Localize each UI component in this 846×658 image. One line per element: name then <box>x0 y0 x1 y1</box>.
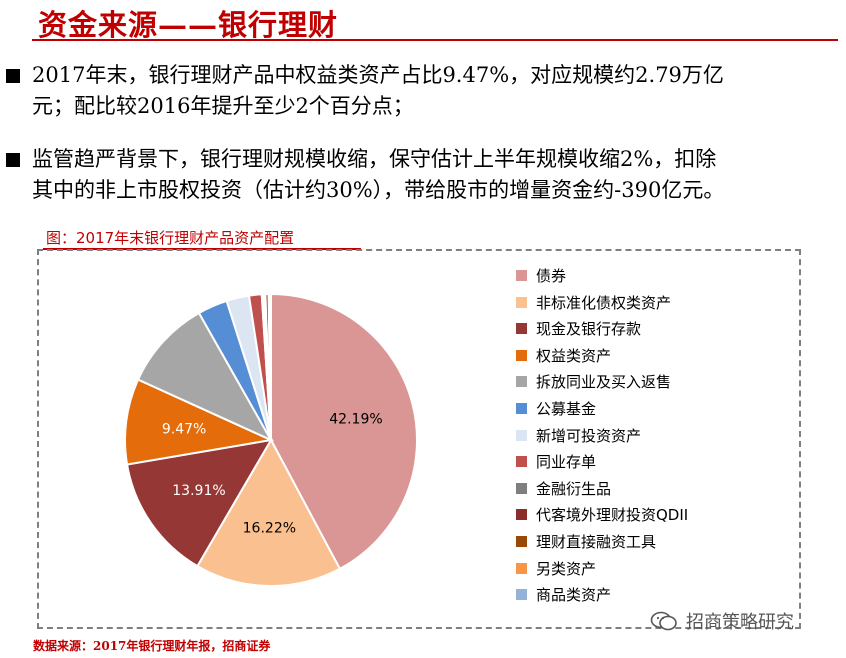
bullet-point-2: 监管趋严背景下，银行理财规模收缩，保守估计上半年规模收缩2%，扣除 其中的非上市… <box>6 144 836 206</box>
legend-label: 公募基金 <box>536 400 597 418</box>
legend-label: 商品类资产 <box>536 586 612 605</box>
legend-label: 债券 <box>536 267 567 285</box>
legend-swatch <box>516 562 527 574</box>
chart-frame <box>37 249 801 629</box>
legend-swatch <box>516 323 527 335</box>
legend-swatch <box>516 456 527 468</box>
legend-label: 拆放同业及买入返售 <box>536 373 672 392</box>
watermark-text: 招商策略研究 <box>686 612 794 633</box>
pie-slice <box>125 438 273 568</box>
pie-slice <box>270 292 418 571</box>
legend-swatch <box>516 509 527 521</box>
legend-swatch <box>516 376 527 388</box>
pie-slice <box>136 311 274 443</box>
legend-swatch <box>516 429 527 441</box>
legend-label: 同业存单 <box>536 453 597 472</box>
pie-slice <box>196 437 342 587</box>
slide-title: 资金来源——银行理财 <box>38 8 339 42</box>
legend-swatch <box>516 296 527 308</box>
legend-label: 权益类资产 <box>536 346 612 365</box>
bullet-1-line-2: 元；配比较2016年提升至少2个百分点； <box>32 94 414 118</box>
pie-slice <box>269 292 272 441</box>
figure-caption: 图：2017年末银行理财产品资产配置 <box>46 229 295 247</box>
pie-slice <box>124 378 275 466</box>
legend-label: 新增可投资资产 <box>536 426 642 445</box>
pie-slice-value-label: 9.47% <box>162 422 206 438</box>
bullet-square-icon <box>6 69 20 83</box>
legend-swatch <box>516 403 527 414</box>
legend-label: 理财直接融资工具 <box>536 533 657 551</box>
legend-swatch <box>516 270 527 281</box>
wechat-icon <box>650 611 677 631</box>
legend-swatch <box>516 589 527 601</box>
legend-swatch <box>516 536 527 547</box>
legend-label: 现金及银行存款 <box>536 320 642 339</box>
pie-slice-value-label: 16.22% <box>243 521 296 537</box>
legend-swatch <box>516 482 527 494</box>
bullet-2-line-1: 监管趋严背景下，银行理财规模收缩，保守估计上半年规模收缩2%，扣除 <box>32 147 717 171</box>
legend-swatch <box>516 349 527 361</box>
pie-slice-value-label: 42.19% <box>329 412 382 428</box>
legend-label: 另类资产 <box>536 559 597 578</box>
legend-label: 金融衍生品 <box>536 479 612 498</box>
bullet-square-icon <box>6 153 20 167</box>
data-source-note: 数据来源：2017年银行理财年报，招商证券 <box>33 639 271 653</box>
bullet-point-1: 2017年末，银行理财产品中权益类资产占比9.47%，对应规模约2.79万亿 元… <box>6 60 836 122</box>
legend-label: 非标准化债权类资产 <box>536 293 672 312</box>
bullet-1-line-1: 2017年末，银行理财产品中权益类资产占比9.47%，对应规模约2.79万亿 <box>32 63 724 87</box>
legend-label: 代客境外理财投资QDII <box>536 506 689 525</box>
pie-slice-value-label: 13.91% <box>172 483 225 499</box>
bullet-2-line-2: 其中的非上市股权投资（估计约30%），带给股市的增量资金约-390亿元。 <box>32 178 725 202</box>
title-underline <box>32 39 838 41</box>
